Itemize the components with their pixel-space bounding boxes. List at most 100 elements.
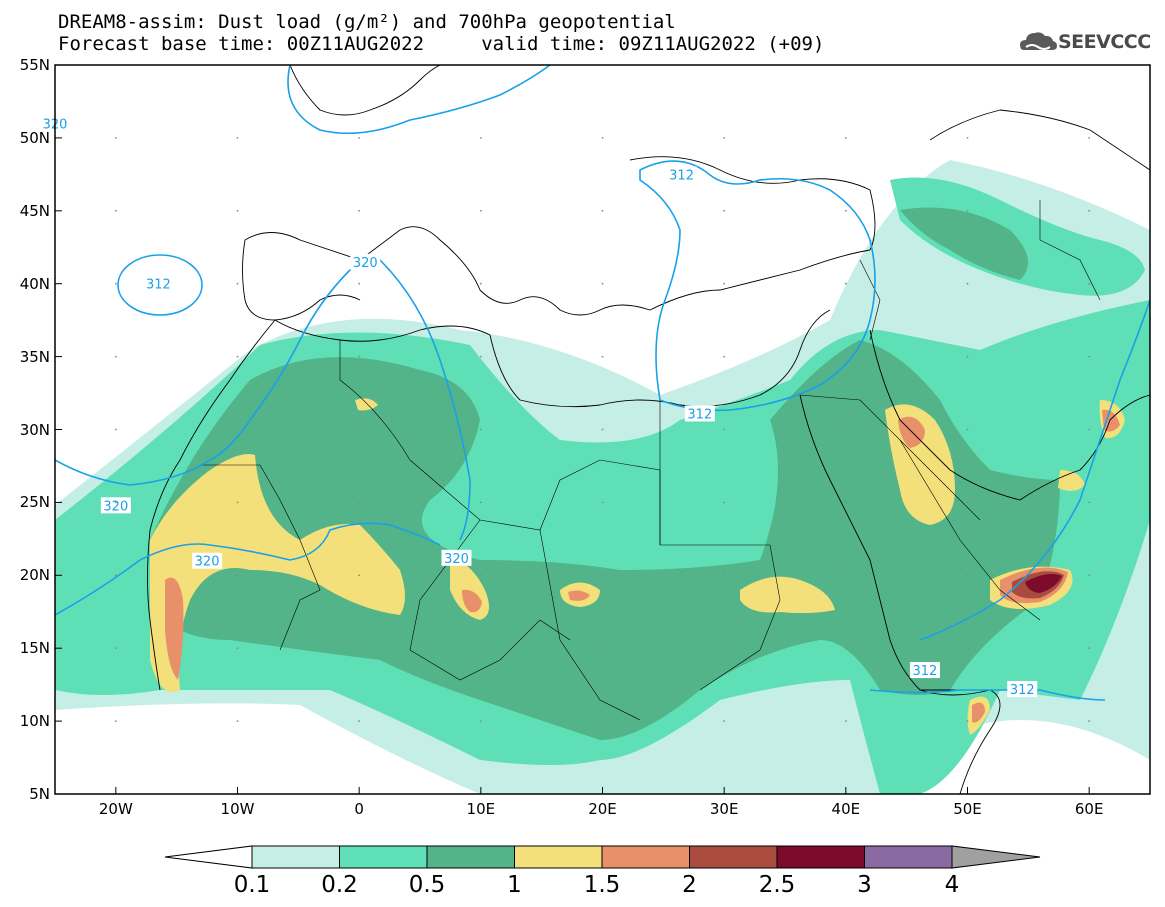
grid-dot [723,574,726,577]
grid-dot [1088,501,1091,504]
grid-dot [114,501,117,504]
geopotential-contours [55,65,1150,701]
lat-tick-label: 25N [19,493,50,512]
grid-dot [723,355,726,358]
grid-dot [358,428,361,431]
colorbar-swatch [864,845,953,869]
lat-tick-label: 30N [19,420,50,439]
dust-field [55,65,1150,794]
grid-dot [1088,720,1091,722]
contour-label: 312 [687,407,712,422]
grid-dot [114,282,117,285]
lon-tick-label: 20E [588,800,617,818]
colorbar-swatch [426,845,515,869]
grid-dot [844,501,847,504]
grid-dot [966,647,969,650]
forecast-time-line: Forecast base time: 00Z11AUG2022 valid t… [58,33,825,55]
grid-dot [479,720,482,722]
grid-dot [601,428,604,431]
lon-tick-label: 0 [354,800,364,818]
grid-dot [236,501,239,504]
grid-dot [1088,355,1091,358]
colorbar-level-label: 2.5 [758,872,796,898]
grid-dot [601,574,604,577]
lat-tick-label: 15N [19,639,50,658]
contour-label: 320 [444,552,469,567]
grid-dot [1088,428,1091,431]
grid-dot [844,137,847,139]
colorbar-swatch [251,845,340,869]
contour-label-bg [100,497,131,514]
contour-label: 312 [669,168,694,183]
colorbar-swatch [514,845,603,869]
grid-dot [601,209,604,212]
colorbar-under-arrow [164,845,253,869]
contour-label: 312 [1010,683,1035,698]
contour-label-bg [666,166,697,183]
colorbar-level-label: 1 [507,872,522,898]
grid-dot [844,574,847,577]
grid-dot [1088,282,1091,285]
contour-label: 320 [103,499,128,514]
grid-dot [844,355,847,358]
lat-tick-label: 55N [19,56,50,74]
lon-tick-label: 30E [709,800,739,818]
grid-dot [601,137,604,139]
colorbar-swatch [776,845,865,869]
grid-dot [358,501,361,504]
colorbar-level-label: 4 [944,872,960,898]
colorbar-swatch [339,845,428,869]
contour-label: 312 [913,664,938,679]
contour-label-bg [909,662,940,679]
grid-dot [236,137,239,139]
grid-dot [479,137,482,139]
colorbar-level-label: 2 [682,872,697,898]
lon-tick-label: 10W [220,800,255,818]
lat-tick-label: 10N [19,712,50,731]
contour-label: 312 [146,278,171,293]
grid-dot [236,574,239,577]
grid-dot [966,137,969,139]
grid-dot [114,647,117,650]
lon-tick-label: 60E [1074,800,1104,818]
grid-dot [966,428,969,431]
grid-dot [844,428,847,431]
grid-dot [236,647,239,650]
grid-dot [601,282,604,285]
grid-dot [601,647,604,650]
grid-dot [723,282,726,285]
grid-dot [114,428,117,431]
lat-tick-label: 50N [19,128,50,147]
lon-tick-label: 20W [98,800,133,818]
grid-dot [1088,137,1091,139]
grid-dot [114,137,117,139]
colorbar-level-label: 0.2 [321,872,358,898]
grid-dot [601,720,604,722]
contour-label-bg [441,549,472,566]
tick-marks [55,64,1091,795]
lon-tick-label: 50E [953,800,982,818]
grid-dot [844,282,847,285]
grid-dot [114,355,117,358]
grid-dot [723,137,726,139]
contour-label-bg [1007,681,1038,698]
colorbar-level-label: 0.1 [233,872,271,898]
contour-label-bg [684,405,715,422]
grid-dot [1088,574,1091,577]
grid-dot [236,209,239,212]
grid-dot [966,501,969,504]
contour-label-bg [350,253,381,270]
colorbar-level-label: 0.5 [408,872,446,898]
grid-dot [844,720,847,722]
grid-dot [966,209,969,212]
colorbar-swatch [689,845,778,869]
grid-dot [236,720,239,722]
map-title: DREAM8-assim: Dust load (g/m²) and 700hP… [58,11,676,33]
colorbar-swatch [601,845,690,869]
lat-tick-label: 35N [19,347,50,366]
logo-text: SEEVCCC [1058,31,1151,53]
contour-label: 320 [353,256,378,271]
colorbar-over-arrow [951,845,1041,869]
contour-label-bg [192,552,223,569]
contour-label-bg [143,275,174,292]
